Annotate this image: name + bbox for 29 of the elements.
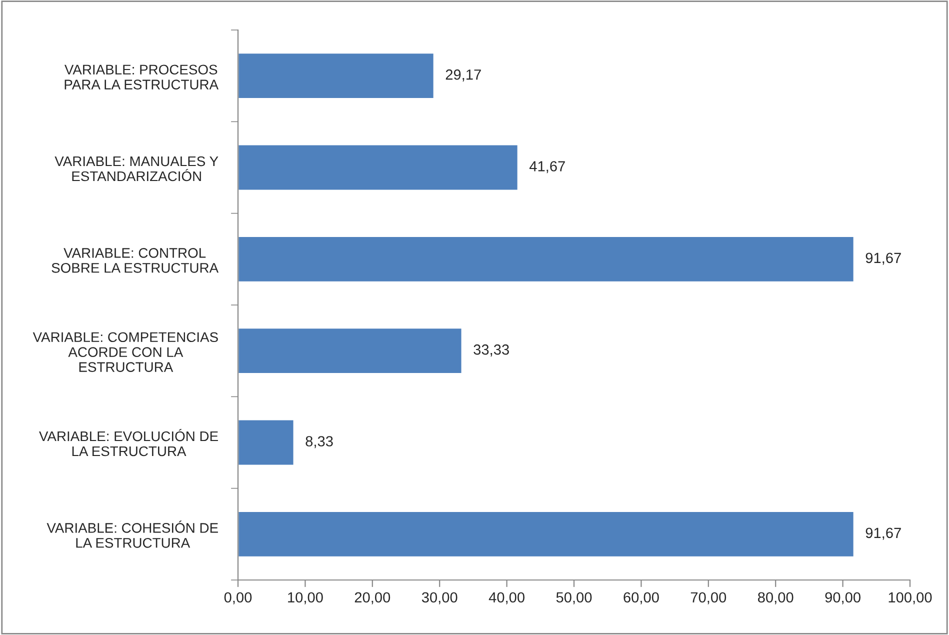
y-tick-label: VARIABLE: COMPETENCIAS ACORDE CON LA ESTRUCTURA [32, 332, 218, 372]
data-label: 41,67 [529, 161, 565, 174]
x-tick-label: 80,00 [758, 592, 794, 604]
data-label: 91,67 [866, 528, 901, 540]
x-tick-label: 100,00 [888, 592, 932, 604]
data-label: 29,17 [446, 69, 481, 82]
data-label: 8,33 [306, 436, 333, 448]
x-tick-label: 30,00 [422, 592, 458, 604]
data-label: 33,33 [474, 344, 509, 356]
x-tick-label: 50,00 [556, 592, 592, 604]
y-tick-label: VARIABLE: EVOLUCIÓN DE LA ESTRUCTURA [39, 429, 218, 456]
y-tick-label: VARIABLE: CONTROL SOBRE LA ESTRUCTURA [52, 248, 219, 273]
bar [238, 236, 855, 283]
data-label: 91,67 [866, 252, 901, 265]
y-tick-label: VARIABLE: MANUALES Y ESTANDARIZACIÓN [54, 156, 218, 182]
x-tick-label: 70,00 [690, 592, 726, 604]
bar [238, 510, 855, 558]
x-tick-label: 10,00 [288, 592, 323, 604]
x-tick-label: 60,00 [624, 592, 659, 604]
x-tick-label: 0,00 [224, 592, 252, 604]
bar [238, 418, 295, 466]
y-tick-label: VARIABLE: COHESIÓN DE LA ESTRUCTURA [46, 520, 218, 548]
x-tick-label: 40,00 [488, 592, 524, 604]
x-tick-label: 90,00 [825, 592, 860, 604]
bar [238, 144, 519, 192]
bar [238, 327, 463, 374]
y-tick-label: VARIABLE: PROCESOS PARA LA ESTRUCTURA [64, 64, 219, 90]
x-tick-label: 20,00 [354, 592, 390, 604]
bar [238, 52, 435, 100]
